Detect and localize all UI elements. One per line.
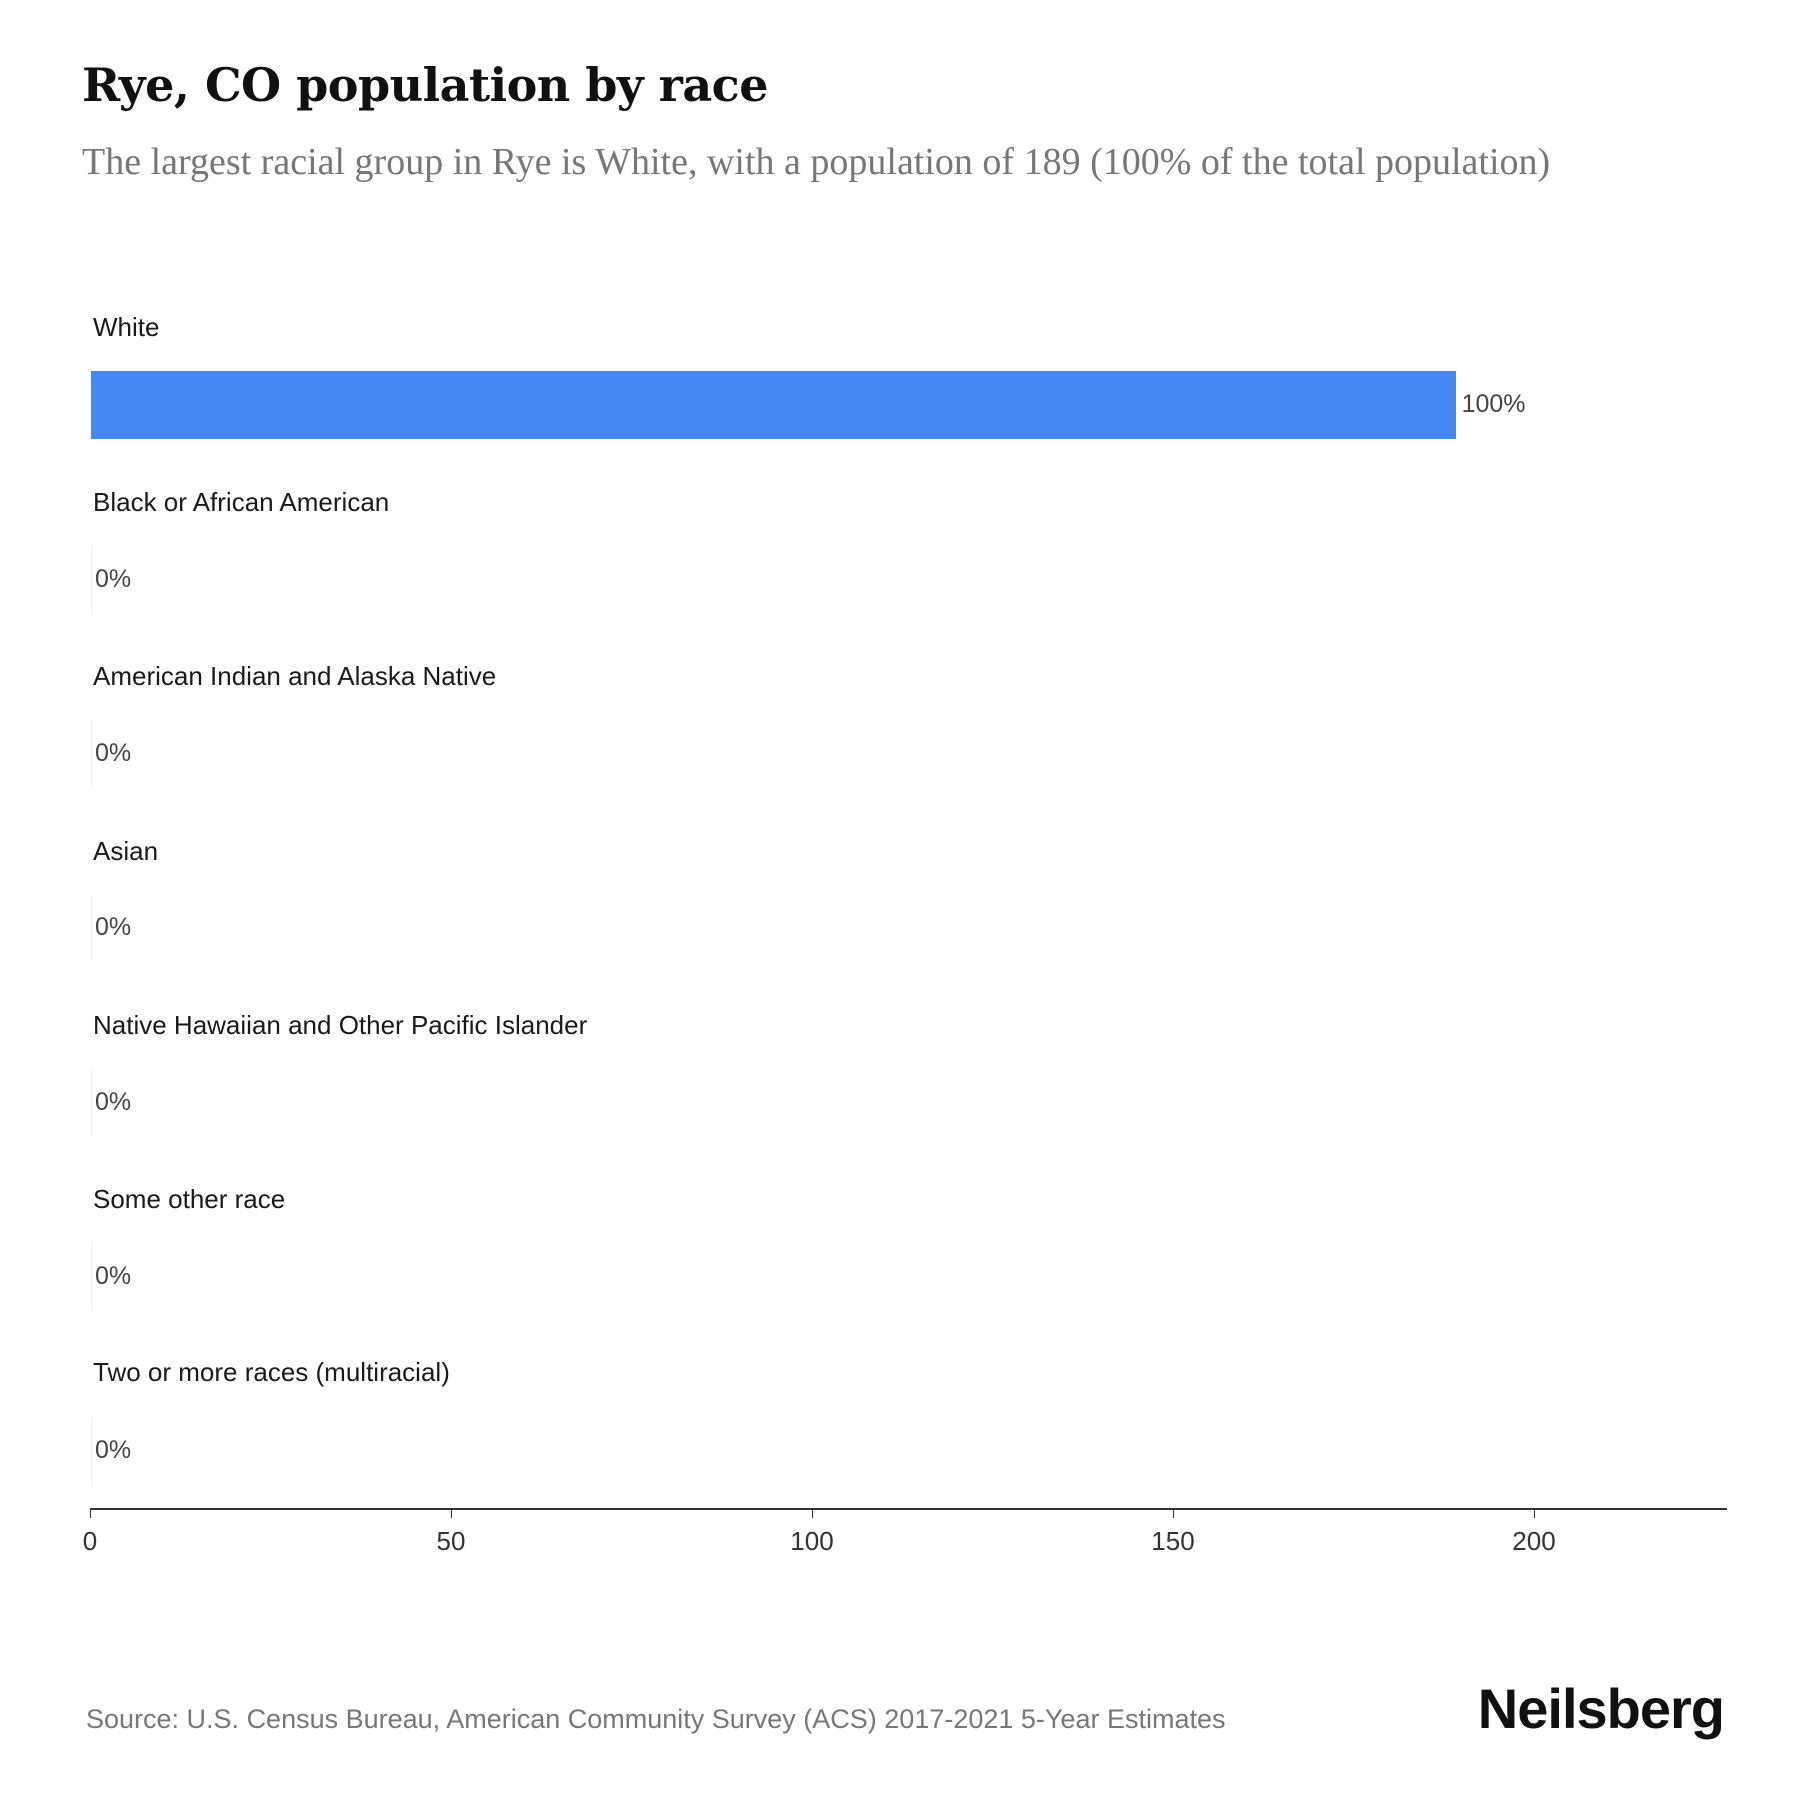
x-tick [451, 1508, 452, 1518]
zero-bar-some-other-race [91, 1243, 92, 1311]
row-label-some-other-race: Some other race [93, 1184, 286, 1214]
x-tick-label: 50 [436, 1526, 466, 1556]
value-label-some-other-race: 0% [95, 1262, 132, 1290]
zero-bar-black [91, 545, 92, 613]
row-label-black: Black or African American [93, 487, 390, 517]
zero-bar-two-or-more [91, 1417, 92, 1485]
chart-title: Rye, CO population by race [82, 58, 768, 112]
row-label-two-or-more: Two or more races (multiracial) [93, 1357, 450, 1387]
row-label-native-hawaiian: Native Hawaiian and Other Pacific Island… [93, 1010, 588, 1040]
x-tick-label: 150 [1151, 1526, 1195, 1556]
x-tick [812, 1508, 813, 1518]
source-note: Source: U.S. Census Bureau, American Com… [86, 1704, 1226, 1734]
x-tick [1173, 1508, 1174, 1518]
bar-white [91, 371, 1456, 439]
x-tick [90, 1508, 91, 1518]
value-label-two-or-more: 0% [95, 1436, 132, 1464]
row-label-white: White [93, 312, 160, 342]
neilsberg-logo: Neilsberg [1477, 1677, 1725, 1740]
x-tick-label: 100 [790, 1526, 834, 1556]
value-label-native-hawaiian: 0% [95, 1088, 132, 1116]
value-label-black: 0% [95, 565, 132, 593]
row-label-american-indian: American Indian and Alaska Native [93, 661, 497, 691]
zero-bar-native-hawaiian [91, 1069, 92, 1137]
x-tick-label: 200 [1512, 1526, 1556, 1556]
x-axis-line [90, 1508, 1727, 1510]
x-tick-label: 0 [82, 1526, 98, 1556]
value-label-white: 100% [1461, 390, 1526, 418]
value-label-american-indian: 0% [95, 739, 132, 767]
zero-bar-asian [91, 894, 92, 962]
row-label-asian: Asian [93, 836, 159, 866]
value-label-asian: 0% [95, 913, 132, 941]
zero-bar-american-indian [91, 720, 92, 788]
x-tick [1534, 1508, 1535, 1518]
chart-subtitle: The largest racial group in Rye is White… [82, 141, 1551, 183]
